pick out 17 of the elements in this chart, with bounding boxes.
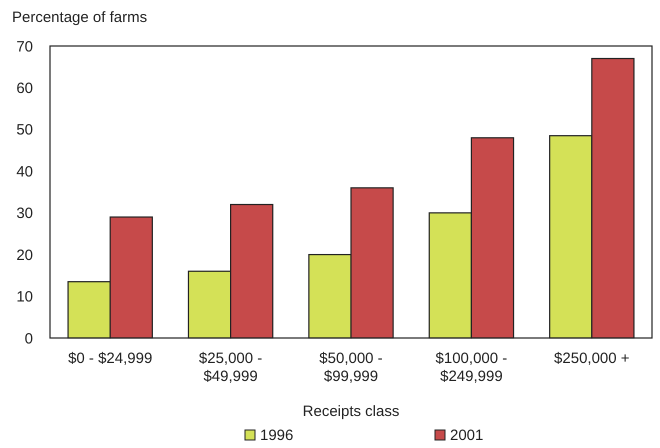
- x-tick-label: $50,000 - $99,999: [319, 350, 383, 385]
- y-axis-title: Percentage of farms: [12, 9, 148, 26]
- y-tick-label: 30: [16, 205, 33, 222]
- y-tick-label: 40: [16, 163, 33, 180]
- x-tick-label: $100,000 - $249,999: [436, 350, 508, 385]
- x-tick-label: $250,000 +: [554, 350, 630, 367]
- y-tick-label: 50: [16, 122, 33, 139]
- y-tick-label: 70: [16, 38, 33, 56]
- legend-label: 2001: [450, 427, 484, 444]
- x-tick-label: $25,000 - $49,999: [198, 350, 262, 385]
- x-tick-label: $0 - $24,999: [68, 350, 152, 367]
- x-axis-title: Receipts class: [302, 403, 400, 420]
- y-tick-label: 20: [16, 246, 33, 264]
- y-tick-label: 60: [16, 80, 33, 97]
- y-tick-label: 0: [24, 330, 33, 348]
- legend-label: 1996: [260, 427, 294, 444]
- y-tick-label: 10: [16, 288, 33, 306]
